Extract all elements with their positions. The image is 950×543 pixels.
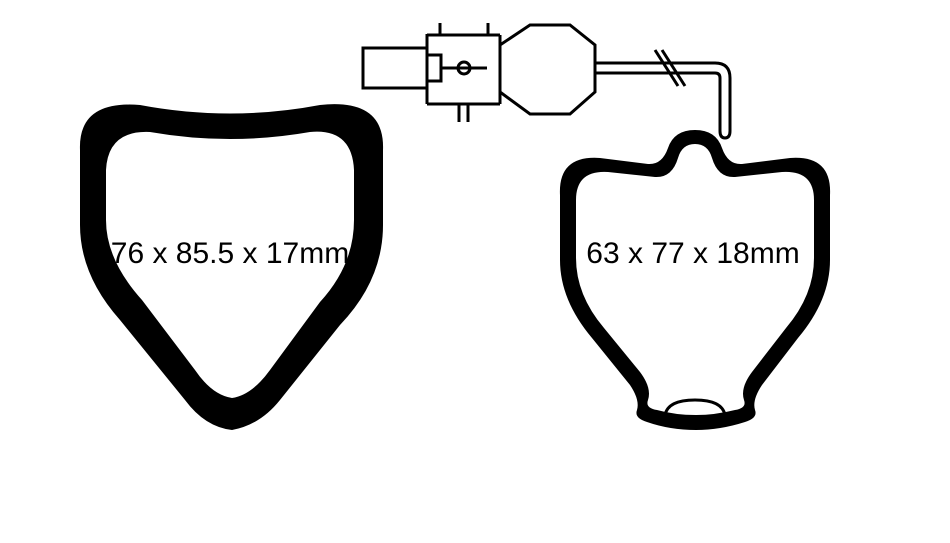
right-brake-pad: 63 x 77 x 18mm — [560, 130, 830, 430]
sensor-wire-end-cap — [720, 131, 730, 138]
right-pad-inner — [576, 144, 814, 415]
wear-sensor-assembly — [363, 23, 730, 138]
sensor-wire-bend-inner — [715, 73, 720, 131]
sensor-plug — [363, 48, 427, 88]
sensor-plug-collar — [427, 55, 441, 81]
left-pad-dimension-label: 76 x 85.5 x 17mm — [111, 237, 349, 270]
sensor-hex-nut-icon — [500, 25, 595, 114]
diagram-canvas: 76 x 85.5 x 17mm 63 x 77 x 18mm — [0, 0, 950, 543]
right-pad-dimension-label: 63 x 77 x 18mm — [586, 237, 799, 270]
left-brake-pad: 76 x 85.5 x 17mm — [80, 104, 383, 430]
